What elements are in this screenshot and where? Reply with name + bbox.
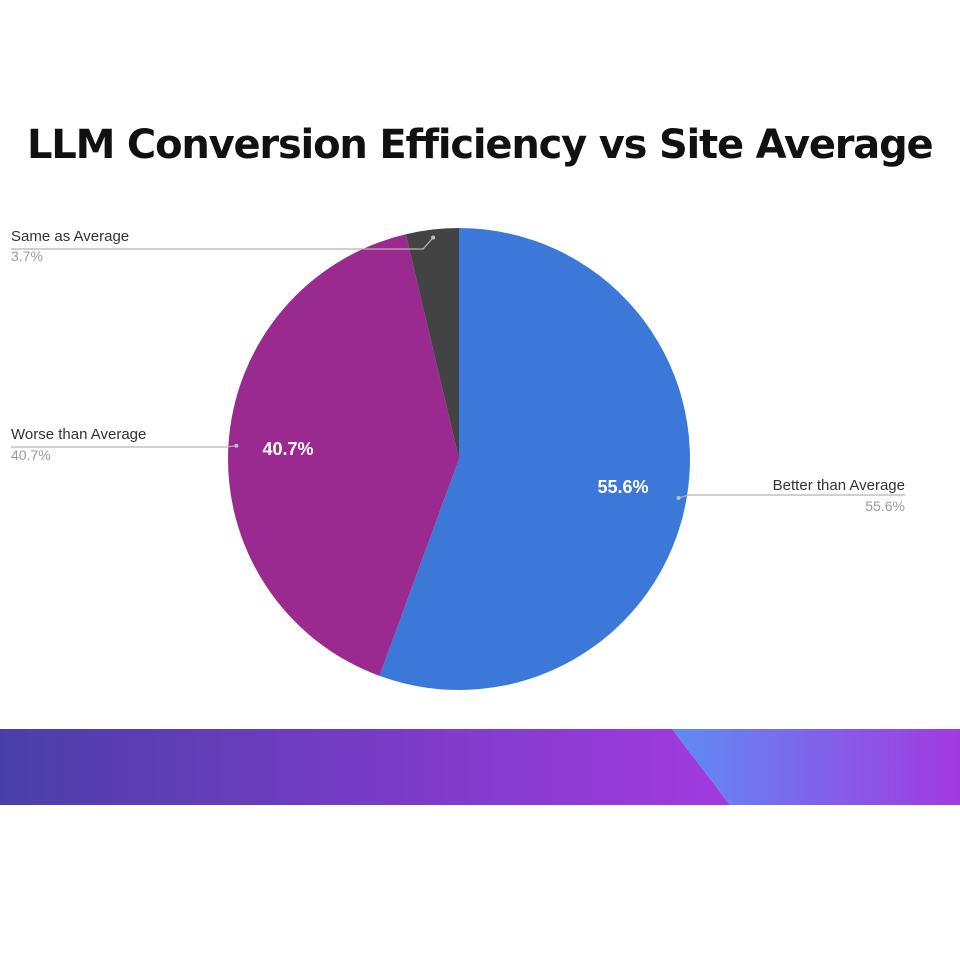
leader-dot-same-as-average <box>431 235 436 240</box>
leader-line-same-as-average <box>11 237 434 250</box>
decorative-gradient-band <box>0 729 960 805</box>
pie-chart: Better than Average 55.6% 55.6% Worse than … <box>11 228 905 690</box>
leader-lines <box>11 235 905 501</box>
slice-percent-better-than-average: 55.6% <box>597 477 648 497</box>
slice-labels: Better than Average 55.6% 55.6% Worse than … <box>11 228 905 514</box>
leader-dot-better-than-average <box>676 496 681 501</box>
label-name-better-than-average: Better than Average <box>773 477 905 494</box>
label-name-worse-than-average: Worse than Average <box>11 426 146 443</box>
leader-line-better-than-average <box>678 494 905 499</box>
pie-slice-same-as-average <box>405 228 459 459</box>
leader-dot-worse-than-average <box>234 443 239 448</box>
pie-slice-worse-than-average <box>227 234 459 676</box>
label-percent-same-as-average: 3.7% <box>11 248 43 264</box>
pie-slice-better-than-average <box>379 228 690 690</box>
band-left-segment <box>0 729 730 805</box>
page-title: LLM Conversion Efficiency vs Site Averag… <box>27 122 934 168</box>
leader-line-worse-than-average <box>11 445 237 448</box>
label-name-same-as-average: Same as Average <box>11 228 129 245</box>
label-percent-better-than-average: 55.6% <box>865 498 905 514</box>
band-right-segment <box>672 729 960 805</box>
slice-percent-worse-than-average: 40.7% <box>262 439 313 459</box>
pie-slices <box>227 228 690 690</box>
label-percent-worse-than-average: 40.7% <box>11 447 51 463</box>
